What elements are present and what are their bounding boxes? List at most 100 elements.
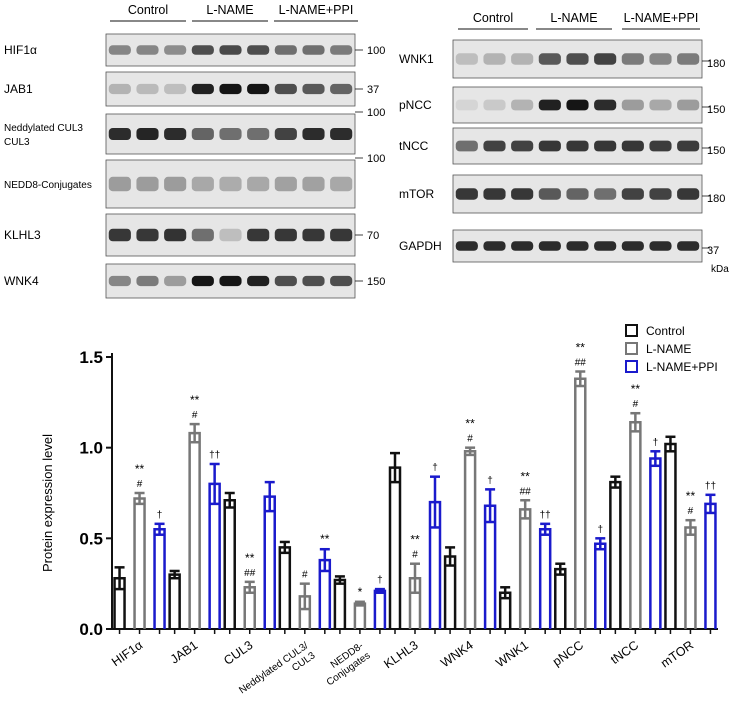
band [274,275,297,287]
bar-4-0 [333,575,347,629]
row-label: Neddylated CUL3 [4,123,83,134]
band [191,275,214,287]
band [483,188,506,200]
legend-label: L-NAME [646,342,691,356]
bar-outline [443,555,457,629]
band [621,99,644,111]
protein-expression-bar-chart: 0.0 0.5 1.0 1.5 Protein expression level HIF1… [40,324,718,696]
band [136,128,159,140]
band [136,275,159,287]
band [247,228,270,242]
significance-mark: †† [209,450,220,461]
band [191,228,214,242]
band [538,140,561,152]
band [164,45,187,55]
band [274,228,297,242]
legend-swatch [625,342,638,355]
bar-0-1 [133,491,146,629]
x-tick-label: WNK4 [438,638,476,670]
band [566,241,589,251]
x-tick-label: JAB1 [168,638,201,667]
row-label-2: CUL3 [4,137,30,148]
kda-label: 150 [707,145,725,157]
bar-1-2 [208,462,221,629]
bar-outline [518,508,532,629]
band [302,176,325,192]
bar-5-1 [408,562,422,629]
bar-2-2 [263,480,276,629]
bar-outline [353,602,367,629]
band [108,275,131,287]
significance-mark: ** [245,551,255,565]
band [621,188,644,200]
significance-mark: ** [465,417,475,431]
x-tick-label: WNK1 [493,638,531,670]
significance-mark: †† [540,510,551,521]
significance-mark: † [432,463,438,474]
band [302,128,325,140]
band [164,176,187,192]
left-blot-row-0 [105,33,356,67]
bar-4-1 [353,600,367,629]
significance-mark: # [192,410,198,421]
significance-mark: ** [631,382,641,396]
band [649,99,672,111]
band [566,188,589,200]
band [330,83,353,95]
band [302,45,325,55]
significance-mark: ## [520,486,532,497]
band [677,140,700,152]
band [483,53,506,65]
band [108,128,131,140]
right-blot-row-1 [452,86,703,124]
significance-mark: † [597,524,603,535]
band [677,99,700,111]
bar-outline [629,421,642,629]
bar-outline [649,457,662,629]
group-label-right-1: L-NAME [550,11,597,25]
bar-8-2 [594,537,607,629]
band [108,176,131,192]
band [274,176,297,192]
band [274,83,297,95]
band [164,128,187,140]
bar-0-2 [153,522,166,629]
significance-mark: ** [135,462,145,476]
western-blot-panels: Control L-NAME L-NAME+PPI HIF1α 100 JAB1 37 Ned… [4,3,729,299]
band [677,241,700,251]
band [594,99,617,111]
y-axis-label: Protein expression level [40,434,55,572]
band [274,128,297,140]
y-tick-label: 1.5 [79,348,103,367]
significance-mark: ## [575,358,587,369]
band [621,53,644,65]
band [164,83,187,95]
left-blot-row-1 [105,71,356,107]
bar-outline [153,528,166,629]
x-tick-label: mTOR [658,638,696,670]
kda-label: 180 [707,58,725,70]
significance-mark: ** [686,489,696,503]
row-label: WNK1 [399,52,434,66]
group-label-right-2: L-NAME+PPI [624,11,699,25]
band [594,53,617,65]
bar-outline [704,502,717,629]
right-blot-row-3 [452,174,703,214]
band [649,53,672,65]
band [621,241,644,251]
band [136,45,159,55]
bar-outline [483,504,497,629]
band [191,45,214,55]
band [108,228,131,242]
significance-mark: †† [705,481,716,492]
band [455,53,478,65]
band [566,99,589,111]
band [330,275,353,287]
legend-label: L-NAME+PPI [646,360,718,374]
band [219,128,242,140]
band [538,188,561,200]
band [164,275,187,287]
band [566,53,589,65]
bar-2-0 [223,491,236,629]
band [511,99,534,111]
